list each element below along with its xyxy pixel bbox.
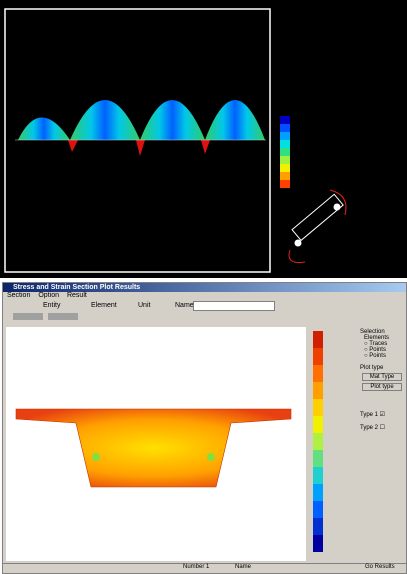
viewer (0, 0, 407, 278)
button[interactable]: Plot type (362, 383, 402, 391)
moment-diagram (15, 100, 266, 156)
menu-item[interactable]: Option (38, 292, 59, 299)
tool-button[interactable] (48, 313, 78, 320)
legend-swatch (313, 484, 323, 501)
legend-swatch (313, 416, 323, 433)
legend-swatch (313, 535, 323, 552)
toolbar-label: Entity (43, 302, 61, 309)
option-label: Traces (369, 341, 388, 347)
menu-item[interactable]: Section (7, 292, 31, 299)
legend-swatch (313, 399, 323, 416)
radio-option[interactable]: ○ Points (364, 353, 386, 359)
color-legend (313, 331, 323, 552)
panel-label: Elements (364, 335, 390, 341)
checkbox[interactable]: Type 1 ☑ (360, 412, 386, 418)
tool-button[interactable] (13, 313, 43, 320)
legend (280, 116, 290, 188)
menu-item[interactable]: Result (66, 292, 87, 299)
legend-swatch (313, 501, 323, 518)
status-bar: Number 1 Name Go Results (3, 563, 406, 573)
viewport (4, 8, 271, 273)
toolbar: Entity Element Unit Name (3, 300, 406, 324)
radio-option[interactable]: ○ Points (364, 347, 386, 353)
checkbox[interactable]: Type 2 ☐ (360, 425, 386, 431)
name-field[interactable] (193, 301, 275, 311)
status-text: Go Results (365, 564, 395, 570)
button[interactable]: Mat Type (362, 373, 402, 381)
axis-icon (288, 189, 347, 263)
section-canvas (6, 327, 306, 561)
legend-swatch (313, 348, 323, 365)
legend-swatch (313, 382, 323, 399)
section-shape (15, 408, 292, 488)
legend-swatch (313, 518, 323, 535)
status-text: Number 1 (183, 564, 210, 570)
checkbox-label: Type 1 (360, 412, 379, 418)
toolbar-label: Unit (138, 302, 151, 309)
option-label: Points (369, 347, 386, 353)
status-text: Name (235, 564, 252, 570)
toolbar-label: Element (91, 302, 117, 309)
legend-swatch (313, 467, 323, 484)
menu-bar: Section Option Result (3, 292, 406, 300)
side-panel: Selection Elements ○ Traces ○ Points ○ P… (360, 329, 404, 549)
checkbox-label: Type 2 (360, 425, 379, 431)
panel-label: Selection (360, 329, 385, 335)
legend-swatch (313, 331, 323, 348)
legend-swatch (313, 365, 323, 382)
panel-label: Plot type (360, 365, 384, 371)
legend-swatch (313, 433, 323, 450)
title-bar: Stress and Strain Section Plot Results (3, 283, 406, 292)
app-window: Stress and Strain Section Plot Results S… (2, 282, 407, 574)
toolbar-label: Name (175, 302, 194, 309)
option-label: Points (369, 353, 386, 359)
legend-swatch (313, 450, 323, 467)
radio-option[interactable]: ○ Traces (364, 341, 388, 347)
